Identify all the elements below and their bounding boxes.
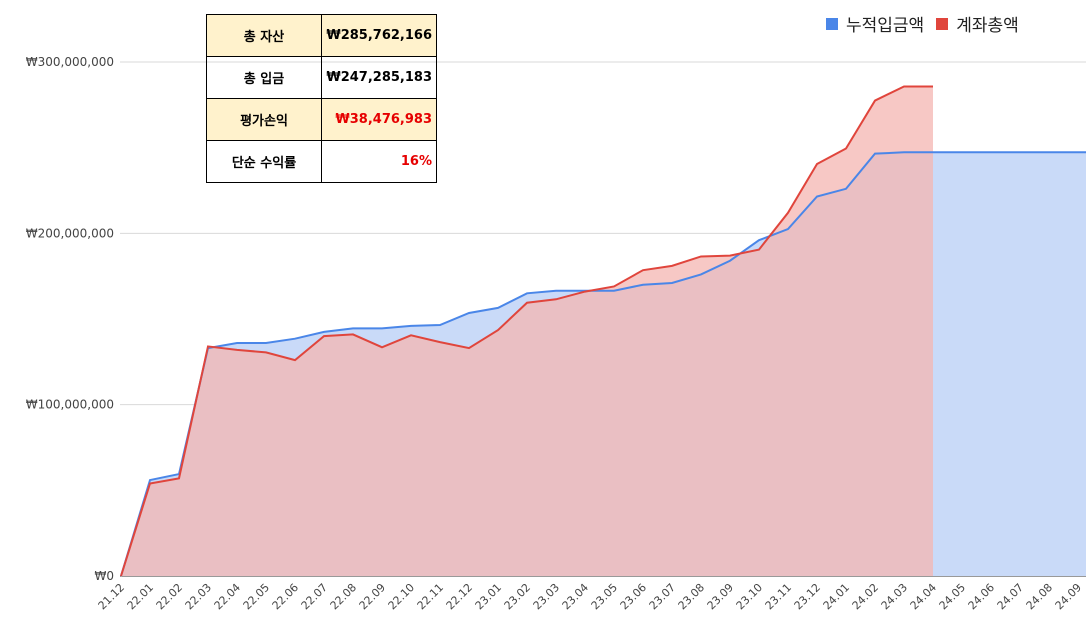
x-tick-label: 24.05 [937, 581, 968, 612]
x-tick-label: 22.01 [125, 581, 156, 612]
x-tick-label: 24.07 [995, 581, 1026, 612]
x-tick-label: 22.07 [299, 581, 330, 612]
x-tick-label: 24.06 [966, 581, 997, 612]
summary-label: 평가손익 [206, 98, 322, 141]
x-tick-label: 23.01 [473, 581, 504, 612]
summary-value: ₩38,476,983 [321, 98, 437, 141]
summary-row-return: 단순 수익률 16% [206, 140, 437, 183]
x-tick-label: 23.07 [647, 581, 678, 612]
y-tick-label: ₩0 [95, 569, 115, 583]
x-tick-label: 22.09 [357, 581, 388, 612]
y-tick-label: ₩200,000,000 [26, 226, 114, 240]
x-tick-label: 24.09 [1053, 581, 1084, 612]
x-tick-label: 22.05 [241, 581, 272, 612]
summary-label: 총 자산 [206, 14, 322, 57]
x-tick-label: 24.04 [908, 581, 939, 612]
series-lines [120, 85, 1086, 577]
summary-value: ₩247,285,183 [321, 56, 437, 99]
x-tick-label: 22.06 [270, 581, 301, 612]
x-tick-label: 23.08 [676, 581, 707, 612]
summary-label: 단순 수익률 [206, 140, 322, 183]
x-tick-label: 23.06 [618, 581, 649, 612]
summary-table: 총 자산 ₩285,762,166 총 입금 ₩247,285,183 평가손익… [206, 14, 437, 183]
series-areas [121, 86, 1086, 576]
x-tick-label: 22.08 [328, 581, 359, 612]
x-tick-label: 24.01 [821, 581, 852, 612]
legend-label: 계좌총액 [956, 16, 1019, 36]
x-tick-label: 23.05 [589, 581, 620, 612]
x-tick-label: 21.12 [96, 581, 127, 612]
x-tick-label: 22.04 [212, 581, 243, 612]
chart-legend: 누적입금액 계좌총액 [826, 11, 1031, 36]
legend-item-account-total: 계좌총액 [936, 11, 1019, 36]
x-tick-label: 22.03 [183, 581, 214, 612]
x-tick-label: 23.09 [705, 581, 736, 612]
y-tick-label: ₩300,000,000 [26, 55, 114, 69]
summary-row-pnl: 평가손익 ₩38,476,983 [206, 98, 437, 141]
summary-label: 총 입금 [206, 56, 322, 99]
x-tick-label: 23.10 [734, 581, 765, 612]
x-tick-label: 22.11 [415, 581, 446, 612]
x-tick-label: 23.04 [560, 581, 591, 612]
summary-row-total-assets: 총 자산 ₩285,762,166 [206, 14, 437, 57]
line-account-total [120, 85, 933, 577]
x-tick-label: 23.11 [763, 581, 794, 612]
line-deposit [120, 151, 1086, 577]
y-tick-label: ₩100,000,000 [26, 398, 114, 412]
legend-swatch-blue [826, 17, 838, 30]
summary-row-total-deposit: 총 입금 ₩247,285,183 [206, 56, 437, 99]
x-tick-label: 22.12 [444, 581, 475, 612]
summary-value: ₩285,762,166 [321, 14, 437, 57]
x-tick-label: 24.02 [850, 581, 881, 612]
summary-value: 16% [321, 140, 437, 183]
x-tick-label: 23.12 [792, 581, 823, 612]
x-tick-label: 22.10 [386, 581, 417, 612]
x-axis-ticks: 21.1222.0122.0222.0322.0422.0522.0622.07… [96, 581, 1084, 612]
x-tick-label: 23.03 [531, 581, 562, 612]
x-tick-label: 24.08 [1024, 581, 1055, 612]
y-axis-ticks: ₩0 ₩100,000,000 ₩200,000,000 ₩300,000,000 [26, 55, 114, 583]
x-tick-label: 23.02 [502, 581, 533, 612]
x-tick-label: 24.03 [879, 581, 910, 612]
legend-item-deposit: 누적입금액 [826, 11, 924, 36]
x-tick-label: 22.02 [154, 581, 185, 612]
area-account-total [121, 86, 933, 576]
legend-swatch-red [936, 17, 949, 30]
legend-label: 누적입금액 [846, 16, 925, 36]
